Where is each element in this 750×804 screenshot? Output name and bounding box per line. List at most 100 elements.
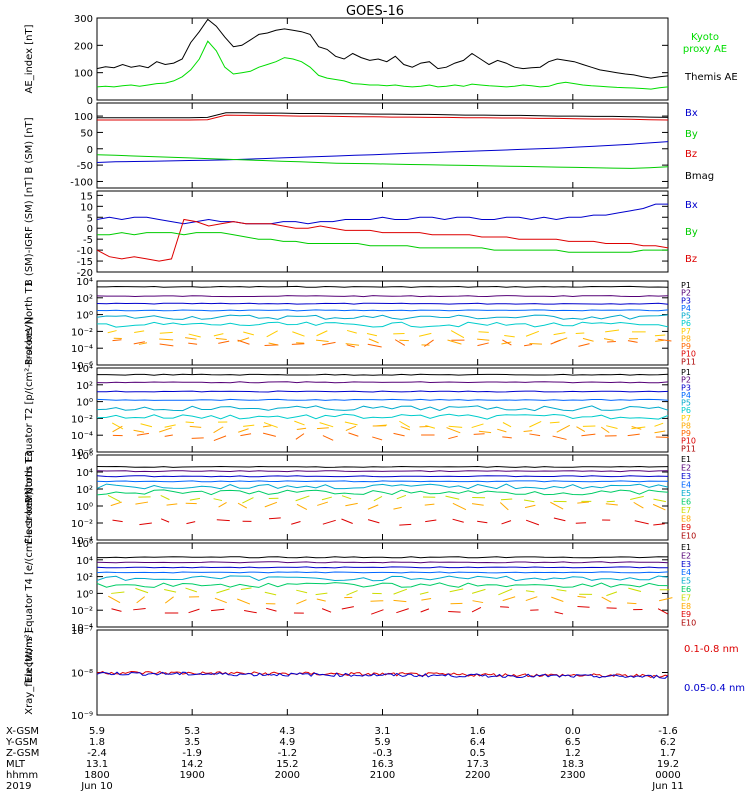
legend-item: By [685,227,698,238]
series-segment [165,425,176,427]
orbit-cell: Jun 11 [651,781,684,792]
series-segment [265,345,278,346]
series-segment [393,507,401,509]
orbit-cell: Jun 10 [80,781,113,792]
series-segment [394,589,407,594]
series-segment [263,426,271,427]
series-segment [419,333,431,336]
plot-title: GOES-16 [346,4,404,19]
series-segment [134,331,144,333]
orbit-cell: 2200 [465,770,490,781]
legend-item: Bmag [685,171,714,182]
series-segment [316,593,328,595]
series-segment [524,345,532,346]
y-tick-label: 200 [74,41,93,52]
series-segment [529,421,541,427]
series-segment [473,601,484,603]
orbit-cell: 6.4 [470,737,486,748]
series-segment [368,344,382,347]
series-segment [420,592,429,594]
series-segment [653,524,665,525]
series-segment [628,588,641,591]
series-segment [577,502,589,503]
series-segment [554,333,566,335]
series-line [97,490,668,495]
series-segment [242,498,253,503]
series-segment [653,504,665,510]
series-segment [164,589,176,592]
y-tick-label: 0 [87,145,93,156]
series-segment [243,425,254,426]
y-tick-label: 15 [80,191,93,202]
series-segment [238,503,247,508]
orbit-row-label: hhmm [6,770,38,781]
series-segment [113,426,123,432]
series-line [97,142,668,163]
series-segment [555,612,564,614]
orbit-cell: -1.9 [182,748,202,759]
series-line [97,374,668,375]
series-line [97,296,668,297]
orbit-cell: 2000 [275,770,300,781]
y-tick-label: 10⁻² [71,414,93,425]
series-segment [628,341,638,343]
orbit-cell: 6.5 [565,737,581,748]
legend-kyoto-2: proxy AE [683,44,727,55]
series-segment [291,521,300,524]
series-segment [500,607,509,608]
y-tick-label: 100 [74,112,93,123]
series-segment [399,524,411,525]
legend-item: Bx [685,108,698,119]
series-segment [472,607,481,612]
series-segment [185,338,196,340]
series-segment [477,521,487,522]
orbit-cell: 16.3 [371,759,393,770]
series-segment [658,609,668,614]
series-segment [655,423,664,426]
series-segment [346,426,356,430]
y-tick-label: 10⁻⁴ [71,431,93,442]
series-segment [504,335,514,336]
legend-item: P11 [681,357,696,366]
y-tick-label: 10⁻⁸ [71,669,93,680]
panel-frame [97,455,668,540]
y-tick-label: 10⁻² [71,519,93,530]
series-segment [238,340,250,344]
orbit-row-label: Z-GSM [6,748,39,759]
orbit-cell: -2.4 [87,748,107,759]
series-line [97,471,668,472]
y-tick-label: 5 [87,213,93,224]
series-segment [108,495,120,501]
series-segment [112,609,122,612]
series-segment [448,612,460,613]
series-segment [243,332,254,335]
series-segment [294,421,304,425]
y-tick-label: 10⁻⁴ [71,344,93,355]
series-segment [316,340,329,341]
y-tick-label: 10⁰ [76,398,93,409]
series-segment [397,495,406,498]
series-segment [165,435,173,436]
series-segment [186,422,194,423]
series-segment [219,502,227,507]
series-segment [655,335,665,336]
series-segment [317,502,328,505]
orbit-cell: 5.9 [89,726,105,737]
series-segment [214,436,226,441]
series-segment [244,611,257,613]
y-tick-label: 0 [87,224,93,235]
series-segment [292,344,305,345]
series-segment [263,433,276,436]
series-line [97,399,668,400]
series-segment [135,502,148,504]
series-segment [269,518,281,519]
orbit-cell: 14.2 [181,759,203,770]
legend-item: E10 [681,532,696,541]
y-tick-label: -5 [83,235,93,246]
series-segment [553,436,567,439]
series-segment [237,599,250,604]
series-segment [446,496,460,499]
series-segment [322,342,335,345]
series-segment [190,426,201,427]
